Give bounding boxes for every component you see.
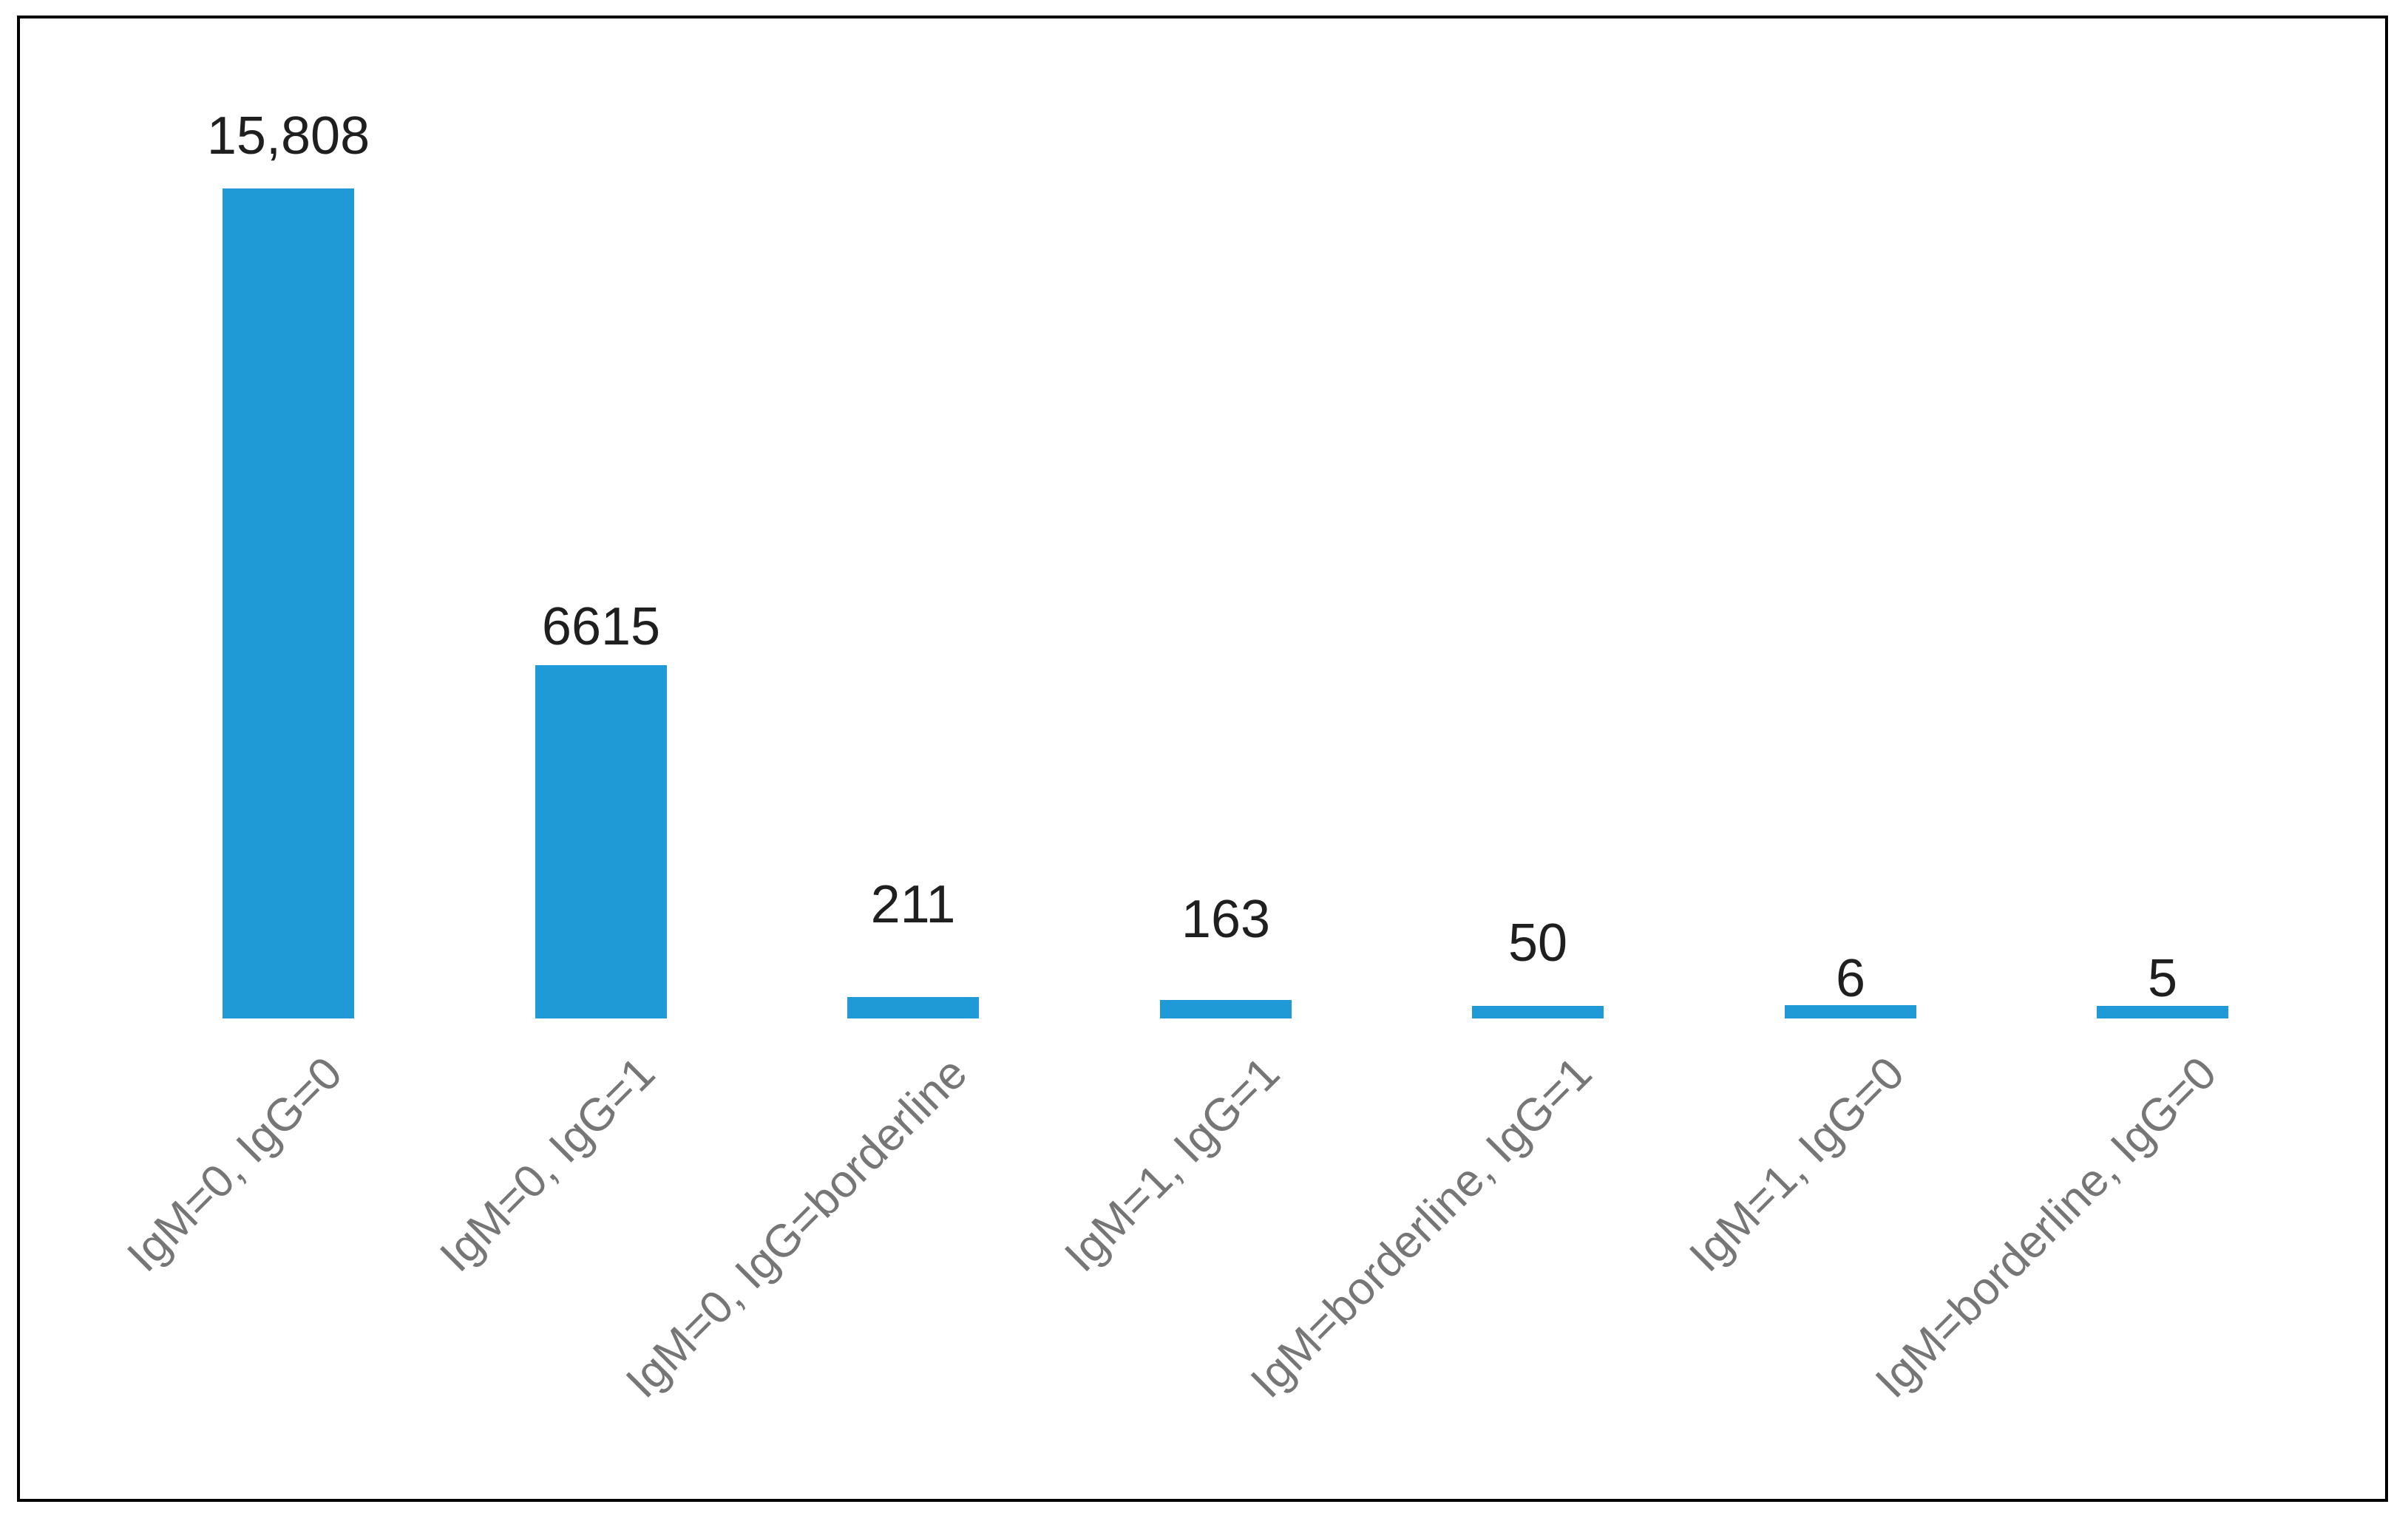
- bar-slot: 6615: [445, 18, 757, 1018]
- bar: [1160, 1000, 1292, 1018]
- bar: [1785, 1005, 1916, 1018]
- bar-slot: 5: [2007, 18, 2319, 1018]
- category-axis-label: IgM=0, IgG=0: [118, 1047, 352, 1282]
- bar-slot: 50: [1382, 18, 1694, 1018]
- category-axis-label: IgM=1, IgG=1: [1055, 1047, 1289, 1282]
- bar-value-label: 15,808: [206, 106, 370, 166]
- bar-chart-plot-area: 15,808 IgM=0, IgG=0 6615 IgM=0, IgG=1 211 IgM…: [20, 18, 2385, 1499]
- category-axis-label: IgM=1, IgG=0: [1680, 1047, 1914, 1282]
- bar-value-label: 211: [870, 875, 956, 934]
- bar-value-label: 6615: [541, 597, 661, 656]
- bar-slot: 15,808: [132, 18, 444, 1018]
- bar-value-label: 5: [2147, 949, 2178, 1008]
- bar: [223, 188, 354, 1018]
- bar: [1472, 1006, 1604, 1018]
- bar-slot: 6: [1695, 18, 2007, 1018]
- bar: [847, 997, 979, 1018]
- bar-value-label: 6: [1835, 949, 1866, 1008]
- bar-value-label: 163: [1181, 890, 1271, 949]
- category-axis-label: IgM=0, IgG=1: [430, 1047, 665, 1282]
- category-axis-label: IgM=borderline, IgG=0: [1865, 1047, 2226, 1408]
- bar-value-label: 50: [1507, 914, 1568, 973]
- bar-slot: 211: [757, 18, 1069, 1018]
- category-axis-label: IgM=borderline, IgG=1: [1241, 1047, 1601, 1408]
- category-axis-label: IgM=0, IgG=borderline: [616, 1047, 977, 1408]
- chart-frame: 15,808 IgM=0, IgG=0 6615 IgM=0, IgG=1 211 IgM…: [17, 16, 2388, 1502]
- bar: [2097, 1006, 2228, 1018]
- bar-slot: 163: [1070, 18, 1382, 1018]
- bar: [535, 665, 667, 1018]
